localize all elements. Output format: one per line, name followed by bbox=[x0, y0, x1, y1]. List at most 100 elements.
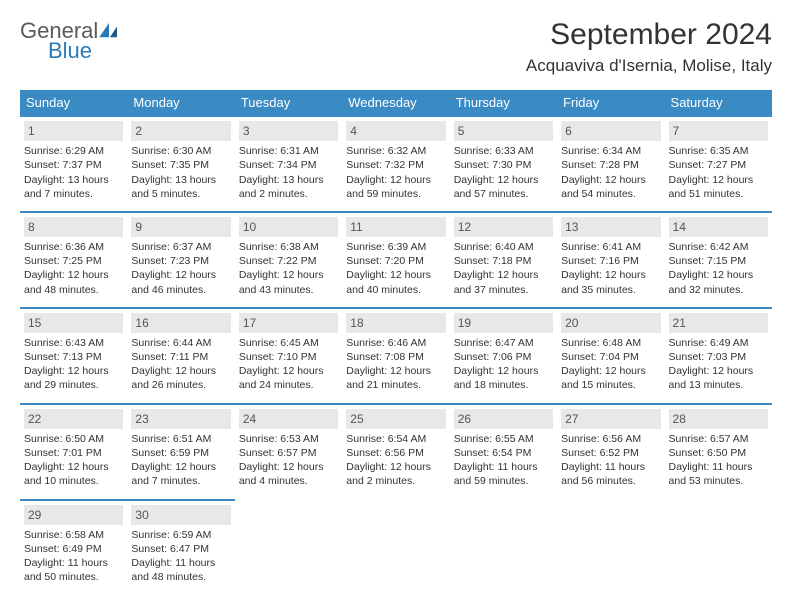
sunrise-line: Sunrise: 6:49 AM bbox=[669, 336, 768, 350]
sunset-line: Sunset: 7:30 PM bbox=[454, 158, 553, 172]
sunset-line: Sunset: 7:18 PM bbox=[454, 254, 553, 268]
sunrise-line: Sunrise: 6:31 AM bbox=[239, 144, 338, 158]
daylight-line: Daylight: 13 hours and 7 minutes. bbox=[24, 173, 123, 201]
sunset-line: Sunset: 7:34 PM bbox=[239, 158, 338, 172]
day-number: 18 bbox=[346, 313, 445, 333]
sunset-line: Sunset: 7:10 PM bbox=[239, 350, 338, 364]
day-header-friday: Friday bbox=[557, 90, 664, 116]
sunrise-line: Sunrise: 6:36 AM bbox=[24, 240, 123, 254]
sunset-line: Sunset: 7:23 PM bbox=[131, 254, 230, 268]
calendar-day-cell: 12 Sunrise: 6:40 AMSunset: 7:18 PMDayligh… bbox=[450, 212, 557, 308]
sunrise-line: Sunrise: 6:43 AM bbox=[24, 336, 123, 350]
calendar-day-cell: 3Sunrise: 6:31 AMSunset: 7:34 PMDaylight… bbox=[235, 116, 342, 212]
calendar-week-row: 1Sunrise: 6:29 AMSunset: 7:37 PMDaylight… bbox=[20, 116, 772, 212]
daylight-line: Daylight: 11 hours and 56 minutes. bbox=[561, 460, 660, 488]
calendar-day-cell: 14Sunrise: 6:42 AMSunset: 7:15 PMDayligh… bbox=[665, 212, 772, 308]
calendar-day-cell: 19Sunrise: 6:47 AMSunset: 7:06 PMDayligh… bbox=[450, 308, 557, 404]
calendar-week-row: 29Sunrise: 6:58 AMSunset: 6:49 PMDayligh… bbox=[20, 500, 772, 595]
daylight-line: Daylight: 12 hours and 43 minutes. bbox=[239, 268, 338, 296]
sunrise-line: Sunrise: 6:50 AM bbox=[24, 432, 123, 446]
sunrise-line: Sunrise: 6:44 AM bbox=[131, 336, 230, 350]
day-header-thursday: Thursday bbox=[450, 90, 557, 116]
day-number: 25 bbox=[346, 409, 445, 429]
calendar-day-cell: 5Sunrise: 6:33 AMSunset: 7:30 PMDaylight… bbox=[450, 116, 557, 212]
sunrise-line: Sunrise: 6:41 AM bbox=[561, 240, 660, 254]
sunset-line: Sunset: 7:13 PM bbox=[24, 350, 123, 364]
calendar-body: 1Sunrise: 6:29 AMSunset: 7:37 PMDaylight… bbox=[20, 116, 772, 594]
daylight-line: Daylight: 12 hours and 40 minutes. bbox=[346, 268, 445, 296]
calendar-day-cell: 1Sunrise: 6:29 AMSunset: 7:37 PMDaylight… bbox=[20, 116, 127, 212]
day-number: 24 bbox=[239, 409, 338, 429]
calendar-day-cell: 6Sunrise: 6:34 AMSunset: 7:28 PMDaylight… bbox=[557, 116, 664, 212]
daylight-line: Daylight: 12 hours and 54 minutes. bbox=[561, 173, 660, 201]
daylight-line: Daylight: 12 hours and 4 minutes. bbox=[239, 460, 338, 488]
daylight-line: Daylight: 12 hours and 51 minutes. bbox=[669, 173, 768, 201]
daylight-line: Daylight: 12 hours and 32 minutes. bbox=[669, 268, 768, 296]
daylight-line: Daylight: 12 hours and 10 minutes. bbox=[24, 460, 123, 488]
location: Acquaviva d'Isernia, Molise, Italy bbox=[526, 56, 772, 76]
sunrise-line: Sunrise: 6:38 AM bbox=[239, 240, 338, 254]
day-header-monday: Monday bbox=[127, 90, 234, 116]
daylight-line: Daylight: 13 hours and 5 minutes. bbox=[131, 173, 230, 201]
sunrise-line: Sunrise: 6:35 AM bbox=[669, 144, 768, 158]
sunset-line: Sunset: 6:50 PM bbox=[669, 446, 768, 460]
daylight-line: Daylight: 12 hours and 48 minutes. bbox=[24, 268, 123, 296]
daylight-line: Daylight: 12 hours and 46 minutes. bbox=[131, 268, 230, 296]
day-number: 19 bbox=[454, 313, 553, 333]
calendar-day-cell: 18Sunrise: 6:46 AMSunset: 7:08 PMDayligh… bbox=[342, 308, 449, 404]
day-number: 7 bbox=[669, 121, 768, 141]
day-header-wednesday: Wednesday bbox=[342, 90, 449, 116]
calendar-day-cell: 11Sunrise: 6:39 AMSunset: 7:20 PMDayligh… bbox=[342, 212, 449, 308]
sunset-line: Sunset: 7:06 PM bbox=[454, 350, 553, 364]
calendar-day-cell: 4Sunrise: 6:32 AMSunset: 7:32 PMDaylight… bbox=[342, 116, 449, 212]
day-number: 20 bbox=[561, 313, 660, 333]
calendar-day-cell: 17Sunrise: 6:45 AMSunset: 7:10 PMDayligh… bbox=[235, 308, 342, 404]
day-number: 3 bbox=[239, 121, 338, 141]
daylight-line: Daylight: 12 hours and 21 minutes. bbox=[346, 364, 445, 392]
day-header-row: SundayMondayTuesdayWednesdayThursdayFrid… bbox=[20, 90, 772, 116]
day-number: 12 bbox=[454, 217, 553, 237]
calendar-day-cell: 15Sunrise: 6:43 AMSunset: 7:13 PMDayligh… bbox=[20, 308, 127, 404]
calendar-table: SundayMondayTuesdayWednesdayThursdayFrid… bbox=[20, 90, 772, 594]
sunset-line: Sunset: 7:37 PM bbox=[24, 158, 123, 172]
day-number: 21 bbox=[669, 313, 768, 333]
day-number: 6 bbox=[561, 121, 660, 141]
sunrise-line: Sunrise: 6:32 AM bbox=[346, 144, 445, 158]
calendar-day-cell: 27Sunrise: 6:56 AMSunset: 6:52 PMDayligh… bbox=[557, 404, 664, 500]
sunrise-line: Sunrise: 6:45 AM bbox=[239, 336, 338, 350]
sunset-line: Sunset: 6:54 PM bbox=[454, 446, 553, 460]
daylight-line: Daylight: 12 hours and 2 minutes. bbox=[346, 460, 445, 488]
calendar-day-cell: 26Sunrise: 6:55 AMSunset: 6:54 PMDayligh… bbox=[450, 404, 557, 500]
daylight-line: Daylight: 12 hours and 57 minutes. bbox=[454, 173, 553, 201]
sunrise-line: Sunrise: 6:34 AM bbox=[561, 144, 660, 158]
day-number: 23 bbox=[131, 409, 230, 429]
sunrise-line: Sunrise: 6:47 AM bbox=[454, 336, 553, 350]
sunset-line: Sunset: 7:27 PM bbox=[669, 158, 768, 172]
daylight-line: Daylight: 12 hours and 35 minutes. bbox=[561, 268, 660, 296]
day-header-tuesday: Tuesday bbox=[235, 90, 342, 116]
calendar-empty-cell bbox=[342, 500, 449, 595]
sunrise-line: Sunrise: 6:40 AM bbox=[454, 240, 553, 254]
sunrise-line: Sunrise: 6:51 AM bbox=[131, 432, 230, 446]
calendar-empty-cell bbox=[665, 500, 772, 595]
calendar-day-cell: 28Sunrise: 6:57 AMSunset: 6:50 PMDayligh… bbox=[665, 404, 772, 500]
logo: GeneralBlue bbox=[20, 18, 119, 64]
sunrise-line: Sunrise: 6:33 AM bbox=[454, 144, 553, 158]
sunset-line: Sunset: 7:16 PM bbox=[561, 254, 660, 268]
calendar-day-cell: 20Sunrise: 6:48 AMSunset: 7:04 PMDayligh… bbox=[557, 308, 664, 404]
calendar-day-cell: 25Sunrise: 6:54 AMSunset: 6:56 PMDayligh… bbox=[342, 404, 449, 500]
daylight-line: Daylight: 12 hours and 37 minutes. bbox=[454, 268, 553, 296]
sunset-line: Sunset: 7:32 PM bbox=[346, 158, 445, 172]
daylight-line: Daylight: 12 hours and 7 minutes. bbox=[131, 460, 230, 488]
calendar-day-cell: 13Sunrise: 6:41 AMSunset: 7:16 PMDayligh… bbox=[557, 212, 664, 308]
day-number: 28 bbox=[669, 409, 768, 429]
day-number: 16 bbox=[131, 313, 230, 333]
day-number: 11 bbox=[346, 217, 445, 237]
sunrise-line: Sunrise: 6:48 AM bbox=[561, 336, 660, 350]
day-header-saturday: Saturday bbox=[665, 90, 772, 116]
day-number: 29 bbox=[24, 505, 123, 525]
daylight-line: Daylight: 11 hours and 53 minutes. bbox=[669, 460, 768, 488]
sunset-line: Sunset: 7:20 PM bbox=[346, 254, 445, 268]
sunset-line: Sunset: 7:15 PM bbox=[669, 254, 768, 268]
day-number: 10 bbox=[239, 217, 338, 237]
